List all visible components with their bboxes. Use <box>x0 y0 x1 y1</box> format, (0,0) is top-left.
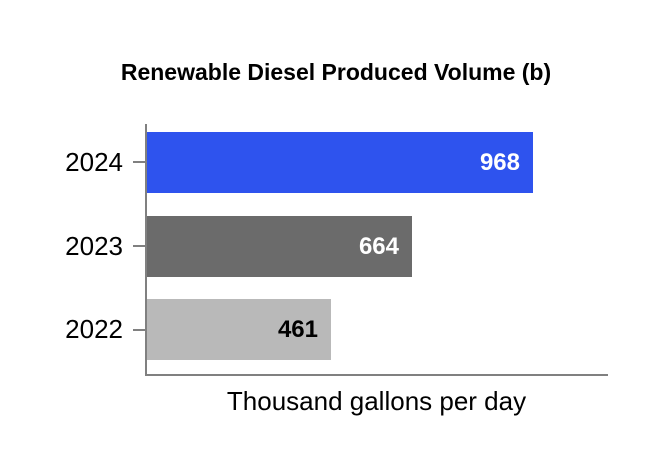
chart-title: Renewable Diesel Produced Volume (b) <box>120 59 552 85</box>
bar-value-2024: 968 <box>479 149 520 176</box>
y-axis-label-2023: 2023 <box>65 231 123 261</box>
plot-area: 968 664 461 <box>145 124 608 376</box>
y-axis-label-2024: 2024 <box>65 147 123 177</box>
axis-tick <box>133 245 145 247</box>
axis-tick <box>133 329 145 331</box>
axis-tick <box>133 161 145 163</box>
y-axis-label-2022: 2022 <box>65 314 123 344</box>
bar-2023: 664 <box>147 216 412 277</box>
bar-value-2022: 461 <box>277 316 318 343</box>
bar-2024: 968 <box>147 132 533 193</box>
bar-value-2023: 664 <box>358 233 399 260</box>
bar-2022: 461 <box>147 299 331 360</box>
x-axis-label: Thousand gallons per day <box>226 386 527 416</box>
